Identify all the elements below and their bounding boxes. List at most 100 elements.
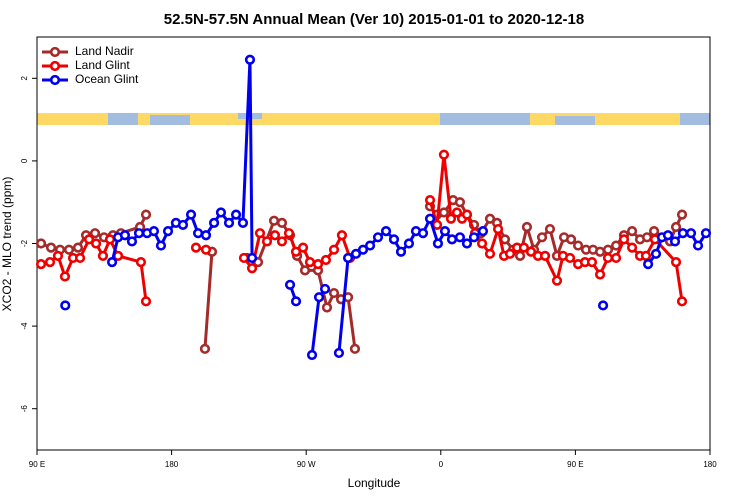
data-point — [342, 252, 354, 264]
data-point — [135, 256, 147, 268]
data-point — [319, 283, 331, 295]
data-point — [72, 242, 84, 253]
data-point — [454, 232, 466, 243]
data-point — [60, 300, 71, 311]
data-point — [536, 232, 548, 243]
data-point — [200, 230, 212, 241]
data-point — [514, 250, 526, 261]
data-point — [417, 228, 429, 239]
data-point — [290, 246, 302, 257]
data-point — [133, 228, 145, 239]
data-point — [299, 265, 311, 276]
data-point — [518, 242, 530, 253]
data-point — [297, 242, 309, 253]
data-point — [321, 302, 333, 313]
x-tick-label: 90 W — [297, 460, 316, 469]
data-point — [395, 246, 407, 257]
y-tick-label: -4 — [20, 322, 29, 330]
data-point — [244, 54, 256, 65]
data-point — [283, 228, 295, 239]
data-point — [372, 232, 384, 243]
data-point — [155, 240, 167, 251]
data-point — [45, 242, 57, 253]
legend-marker — [49, 74, 61, 86]
data-point — [35, 259, 47, 270]
data-point — [290, 296, 302, 307]
data-point — [544, 223, 556, 235]
data-point — [246, 263, 258, 274]
data-point — [328, 244, 340, 255]
data-point — [261, 236, 273, 247]
data-point — [388, 234, 400, 245]
data-point — [380, 226, 392, 237]
data-point — [119, 230, 131, 241]
data-point — [602, 244, 614, 255]
data-point — [192, 228, 204, 239]
data-point — [477, 226, 489, 237]
data-point — [521, 221, 533, 233]
data-point — [565, 234, 577, 245]
data-point — [237, 217, 249, 228]
legend-label: Ocean Glint — [75, 72, 139, 86]
legend-marker — [49, 46, 61, 58]
y-tick-label: -6 — [20, 405, 29, 413]
data-point — [432, 238, 444, 249]
data-point — [44, 256, 56, 268]
data-point — [461, 238, 473, 249]
data-point — [59, 271, 71, 282]
data-point — [642, 259, 654, 270]
data-point — [190, 242, 202, 253]
data-point — [454, 197, 466, 208]
data-point — [438, 149, 450, 160]
chart-title: 52.5N-57.5N Annual Mean (Ver 10) 2015-01… — [164, 11, 584, 28]
data-point — [586, 256, 598, 268]
data-point — [177, 219, 189, 231]
data-point — [199, 343, 211, 354]
data-point — [602, 252, 614, 264]
data-point — [357, 244, 369, 255]
land-ocean-strip — [37, 113, 710, 125]
series-line — [110, 58, 708, 356]
y-tick-label: 2 — [20, 76, 29, 81]
data-point — [551, 275, 563, 286]
data-point — [328, 287, 340, 299]
data-point — [648, 226, 660, 237]
data-point — [597, 300, 609, 311]
data-point — [484, 248, 496, 259]
data-point — [692, 240, 704, 251]
data-point — [676, 296, 688, 307]
data-point — [677, 228, 689, 239]
data-point — [484, 213, 496, 224]
data-point — [626, 226, 638, 237]
data-point — [336, 230, 348, 241]
data-point — [350, 248, 362, 259]
data-point — [52, 250, 64, 261]
data-point — [539, 250, 551, 261]
data-point — [445, 213, 457, 224]
data-point — [148, 226, 160, 237]
data-point — [320, 254, 332, 266]
data-point — [268, 215, 280, 226]
data-point — [424, 213, 436, 224]
data-point — [104, 234, 116, 245]
data-point — [106, 256, 118, 268]
data-point — [35, 238, 47, 249]
data-point — [640, 250, 652, 261]
data-point — [306, 349, 318, 361]
data-point — [525, 246, 537, 257]
data-point — [626, 242, 638, 253]
data-point — [670, 256, 682, 268]
data-point — [685, 228, 697, 239]
data-point — [63, 244, 75, 255]
data-point — [269, 230, 281, 241]
data-point — [492, 223, 504, 235]
data-point — [185, 209, 197, 220]
data-point — [304, 256, 316, 268]
x-tick-label: 180 — [165, 460, 179, 469]
data-point — [662, 230, 674, 241]
data-point — [439, 226, 451, 237]
data-point — [403, 238, 415, 249]
data-point — [238, 252, 250, 264]
data-point — [424, 195, 436, 206]
data-point — [89, 228, 101, 239]
